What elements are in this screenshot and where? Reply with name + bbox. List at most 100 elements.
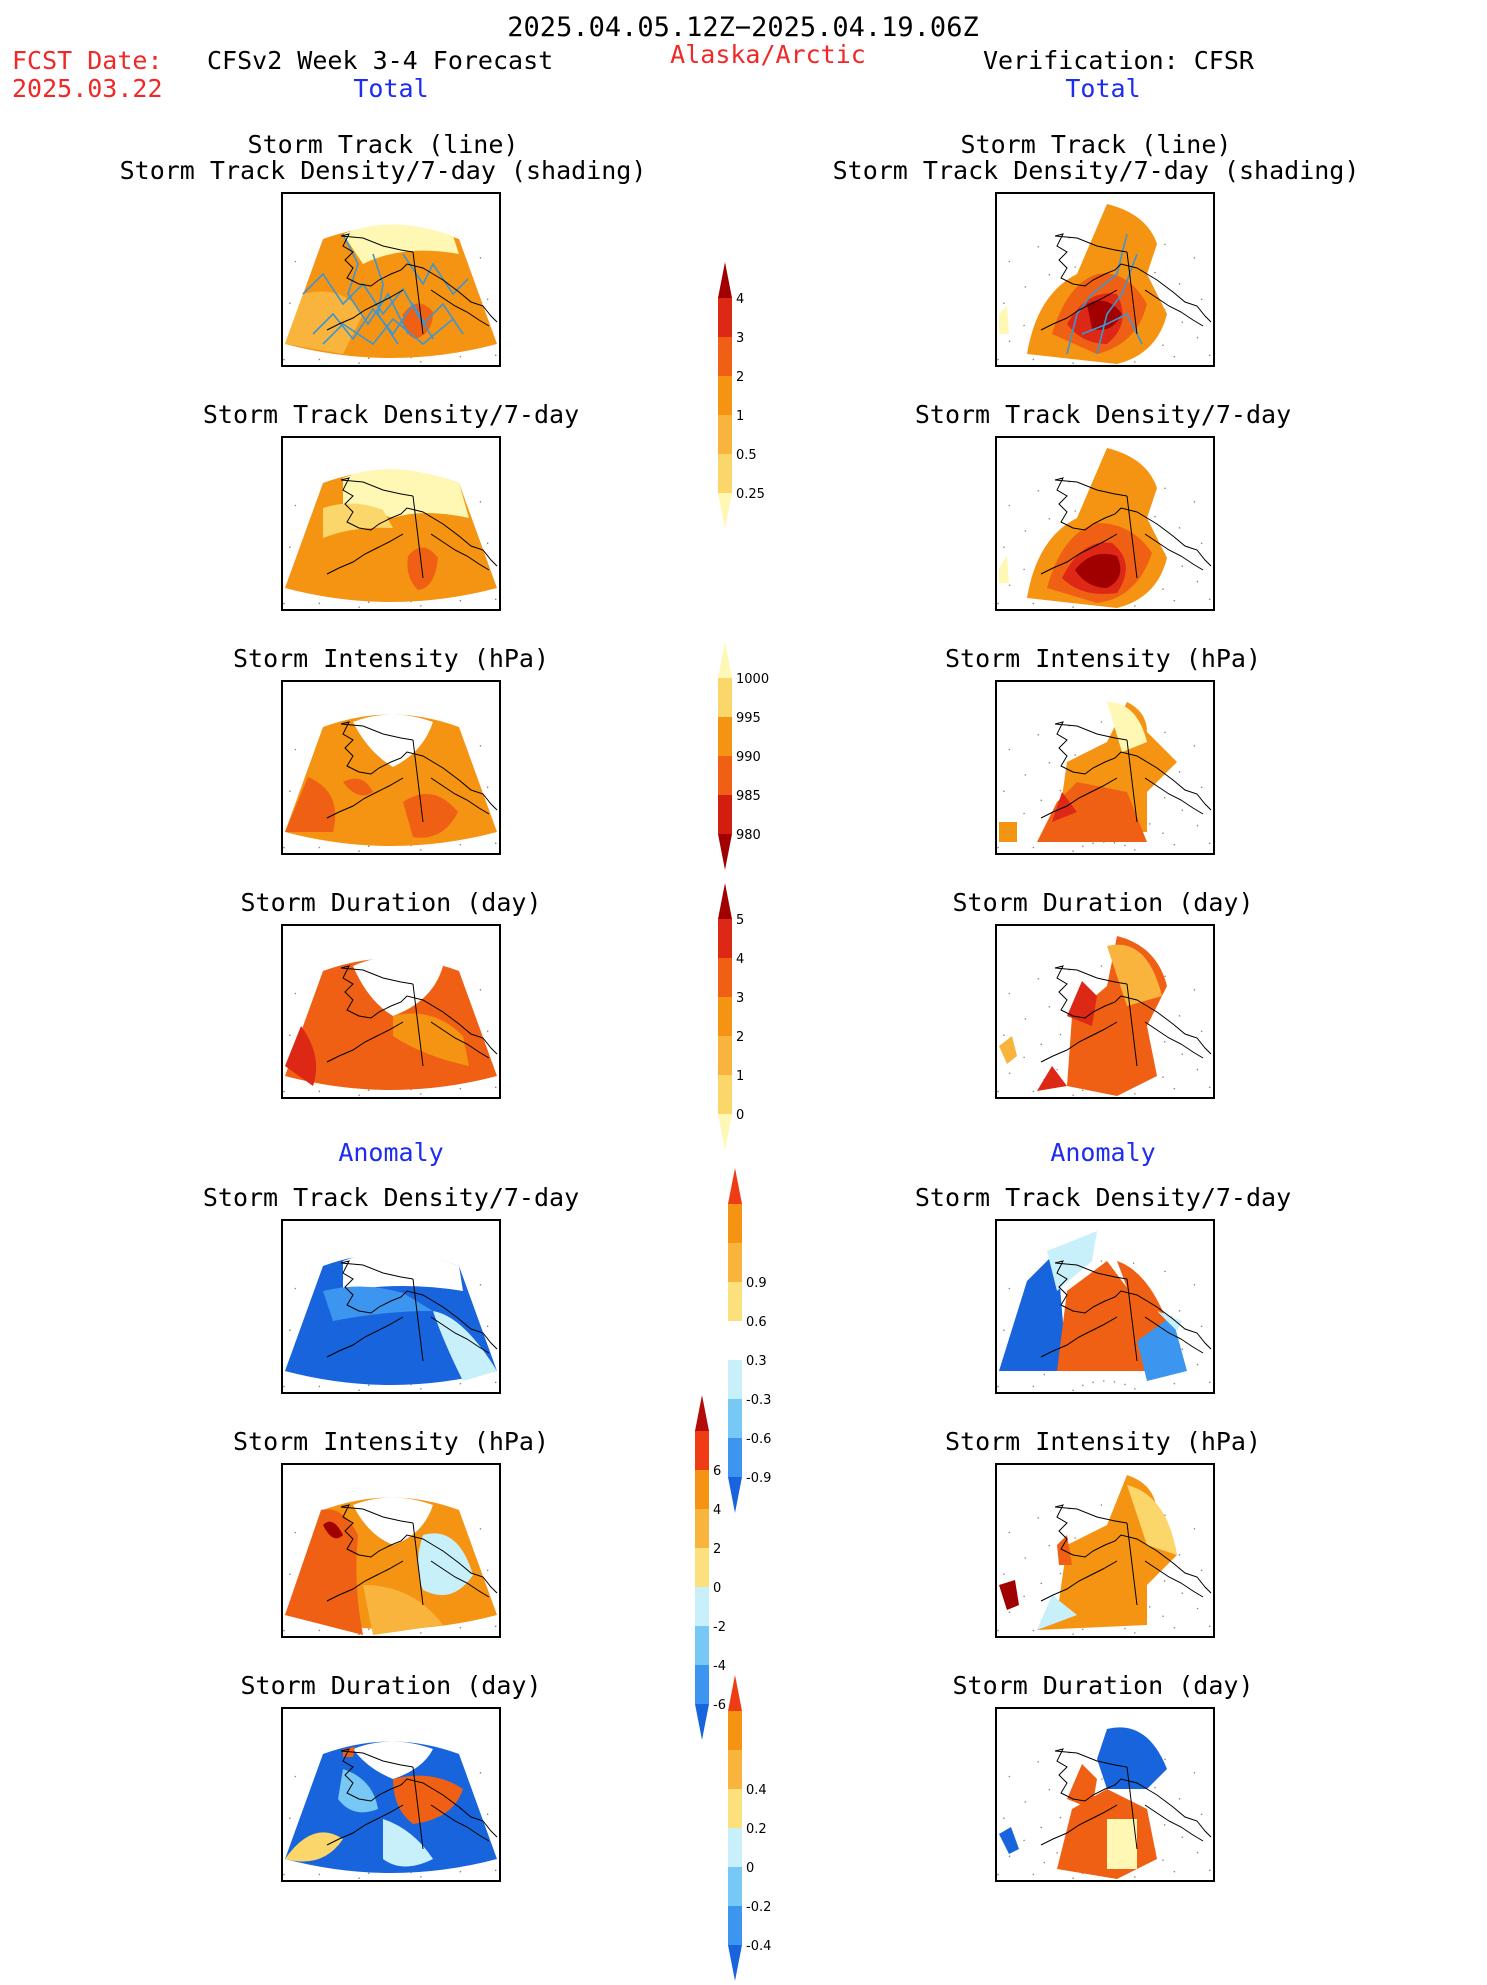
colorbar-segment (728, 1360, 742, 1399)
colorbar-tick-label: 985 (736, 789, 761, 804)
panel-title-track-left: Storm Track (line) Storm Track Density/7… (120, 132, 647, 184)
colorbar-tick-label: -0.9 (746, 1471, 771, 1486)
alaska-coastline (1040, 965, 1212, 1067)
colorbar-segment (718, 1036, 732, 1075)
alaska-coastline (1040, 233, 1212, 335)
colorbar-tick-label: 1000 (736, 672, 769, 687)
colorbar-tick-label: 0.5 (736, 448, 757, 463)
alaska-coastline (1040, 721, 1212, 823)
panel-title-track-line2: Storm Track Density/7-day (shading) (119, 156, 647, 185)
colorbar-tick-label: 4 (736, 952, 744, 967)
map-verification-density-anomaly (995, 1219, 1215, 1394)
panel-title-intensity-right: Storm Intensity (hPa) (944, 644, 1262, 673)
right-section-anomaly: Anomaly (1050, 1138, 1156, 1167)
colorbar-intensity-graphic: 980 985 990 995 1000 (718, 642, 769, 870)
map-verification-duration-anomaly (995, 1707, 1215, 1882)
colorbar-tick-label: 0 (736, 1108, 744, 1123)
colorbar-tick-label: -0.6 (746, 1432, 771, 1447)
map-verification-intensity-graphic (997, 702, 1212, 852)
colorbar-duration: 0 1 2 3 4 5 (718, 883, 778, 1154)
map-verification-track (995, 192, 1215, 367)
colorbar-tick-label: -2 (713, 1620, 726, 1635)
colorbar-segment (718, 298, 732, 337)
colorbar-segment (728, 1828, 742, 1867)
map-verification-density-anomaly-graphic (997, 1231, 1212, 1391)
colorbar-tick-label: 1 (736, 409, 744, 424)
colorbar-segment (718, 756, 732, 795)
panel-title-duration-anom-right: Storm Duration (day) (952, 1671, 1254, 1700)
map-verification-intensity-anomaly (995, 1463, 1215, 1638)
alaska-coastline (326, 965, 498, 1067)
panel-title-intensity-anom-left: Storm Intensity (hPa) (232, 1427, 550, 1456)
colorbar-density: 0.25 0.5 1 2 3 4 (718, 262, 778, 533)
verification-title: Verification: CFSR (983, 46, 1254, 75)
colorbar-tick-label: 0.3 (746, 1354, 767, 1369)
panel-title-duration-right: Storm Duration (day) (952, 888, 1254, 917)
panel-title-track-right: Storm Track (line) Storm Track Density/7… (833, 132, 1360, 184)
left-section-anomaly: Anomaly (338, 1138, 444, 1167)
map-forecast-density-anomaly-graphic (283, 1252, 498, 1391)
colorbar-tick-label: -0.2 (746, 1900, 771, 1915)
colorbar-segment (695, 1431, 709, 1470)
colorbar-tick-label: 3 (736, 991, 744, 1006)
colorbar-segment (718, 415, 732, 454)
colorbar-top-arrow (718, 262, 732, 298)
colorbar-segment (728, 1867, 742, 1906)
region-title: Alaska/Arctic (670, 40, 866, 69)
model-title: CFSv2 Week 3-4 Forecast (207, 46, 554, 75)
map-forecast-duration-anomaly-graphic (283, 1741, 498, 1879)
alaska-coastline (326, 477, 498, 579)
colorbar-bottom-arrow (718, 834, 732, 870)
colorbar-segment (728, 1438, 742, 1477)
map-verification-density-graphic (997, 448, 1212, 608)
colorbar-bottom-arrow (728, 1945, 742, 1981)
map-verification-duration-graphic (997, 936, 1212, 1096)
colorbar-tick-label: 1 (736, 1069, 744, 1084)
colorbar-segment (728, 1243, 742, 1282)
map-forecast-density-graphic (283, 469, 498, 608)
colorbar-segment (718, 958, 732, 997)
map-forecast-duration-graphic (283, 957, 498, 1096)
colorbar-tick-label: 0.9 (746, 1276, 767, 1291)
colorbar-segment (728, 1789, 742, 1828)
right-section-total: Total (1065, 74, 1141, 103)
colorbar-duration-graphic: 0 1 2 3 4 5 (718, 883, 744, 1150)
map-forecast-track (281, 192, 501, 367)
colorbar-segment (695, 1470, 709, 1509)
colorbar-segment (718, 454, 732, 493)
colorbar-intensity: 980 985 990 995 1000 (718, 642, 778, 874)
alaska-coastline (1040, 1504, 1212, 1606)
colorbar-intensity-anomaly: -6 -4 -2 0 2 4 6 (695, 1395, 755, 1744)
colorbar-tick-label: 0.25 (736, 487, 765, 502)
colorbar-segment (695, 1626, 709, 1665)
panel-title-density-right: Storm Track Density/7-day (914, 400, 1292, 429)
alaska-coastline (1040, 1260, 1212, 1362)
map-verification-duration (995, 924, 1215, 1099)
colorbar-tick-label: 4 (713, 1503, 721, 1518)
colorbar-segment (728, 1906, 742, 1945)
map-verification-intensity (995, 680, 1215, 855)
colorbar-segment (718, 997, 732, 1036)
colorbar-top-arrow (695, 1395, 709, 1431)
fcst-date-label: FCST Date: (12, 46, 163, 75)
colorbar-top-arrow (728, 1675, 742, 1711)
alaska-coastline (326, 1260, 498, 1362)
panel-title-density-anom-right: Storm Track Density/7-day (914, 1183, 1292, 1212)
colorbar-tick-label: 6 (713, 1464, 721, 1479)
alaska-coastline (326, 1748, 498, 1850)
map-forecast-density-anomaly (281, 1219, 501, 1394)
colorbar-segment (728, 1750, 742, 1789)
colorbar-intensity_anomaly-graphic: -6 -4 -2 0 2 4 6 (695, 1395, 726, 1740)
colorbar-tick-label: -0.4 (746, 1939, 771, 1954)
colorbar-segment (718, 337, 732, 376)
map-verification-density (995, 436, 1215, 611)
panel-title-duration-anom-left: Storm Duration (day) (240, 1671, 542, 1700)
panel-title-track-line1: Storm Track (line) (960, 130, 1232, 159)
alaska-coastline (326, 721, 498, 823)
colorbar-top-arrow (718, 642, 732, 678)
colorbar-duration-anomaly: -0.4 -0.2 0 0.2 0.4 (728, 1675, 788, 1985)
panel-title-intensity-left: Storm Intensity (hPa) (232, 644, 550, 673)
colorbar-duration_anomaly-graphic: -0.4 -0.2 0 0.2 0.4 (728, 1675, 771, 1981)
colorbar-density_anomaly-graphic: -0.9 -0.6 -0.3 0.3 0.6 0.9 (728, 1168, 771, 1513)
colorbar-tick-label: -6 (713, 1698, 726, 1713)
